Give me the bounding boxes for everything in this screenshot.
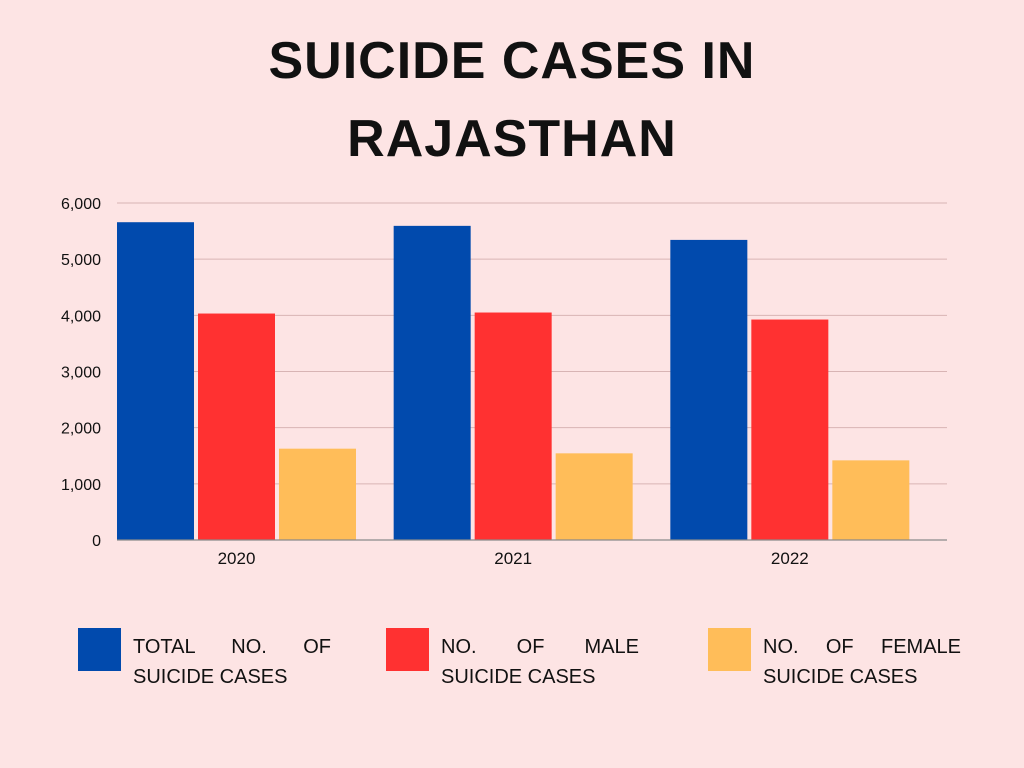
chart-title: SUICIDE CASES IN RAJASTHAN [0,22,1024,178]
y-tick-label: 5,000 [61,252,101,269]
legend-swatch-male [386,628,429,671]
x-tick-label: 2022 [771,549,809,568]
x-tick-label: 2020 [218,549,256,568]
bar [751,319,829,540]
bar [670,239,748,541]
bar-chart: 0 1,000 2,000 3,000 4,000 5,000 6,000 2020 2021 2… [61,196,947,568]
x-tick-label: 2021 [494,549,532,568]
bar [198,313,275,540]
legend-label-female: NO. OF FEMALE SUICIDE CASES [763,636,961,688]
y-tick-label: 4,000 [61,308,101,325]
bar [117,222,194,541]
bar [279,448,356,540]
legend-label-male: NO. OF MALE SUICIDE CASES [441,636,639,688]
y-tick-label: 6,000 [61,196,101,213]
y-tick-label: 0 [92,533,101,550]
y-tick-label: 2,000 [61,421,101,438]
legend-swatch-total [78,628,121,671]
bar [555,453,633,540]
bar [393,225,471,540]
chart-title-line-2: RAJASTHAN [347,110,677,168]
legend-swatch-female [708,628,751,671]
bar [832,460,910,540]
y-tick-label: 3,000 [61,365,101,382]
chart-title-line-1: SUICIDE CASES IN [268,32,756,90]
legend-label-total: TOTAL NO. OF SUICIDE CASES [133,636,331,688]
y-tick-label: 1,000 [61,477,101,494]
bar [474,312,552,540]
